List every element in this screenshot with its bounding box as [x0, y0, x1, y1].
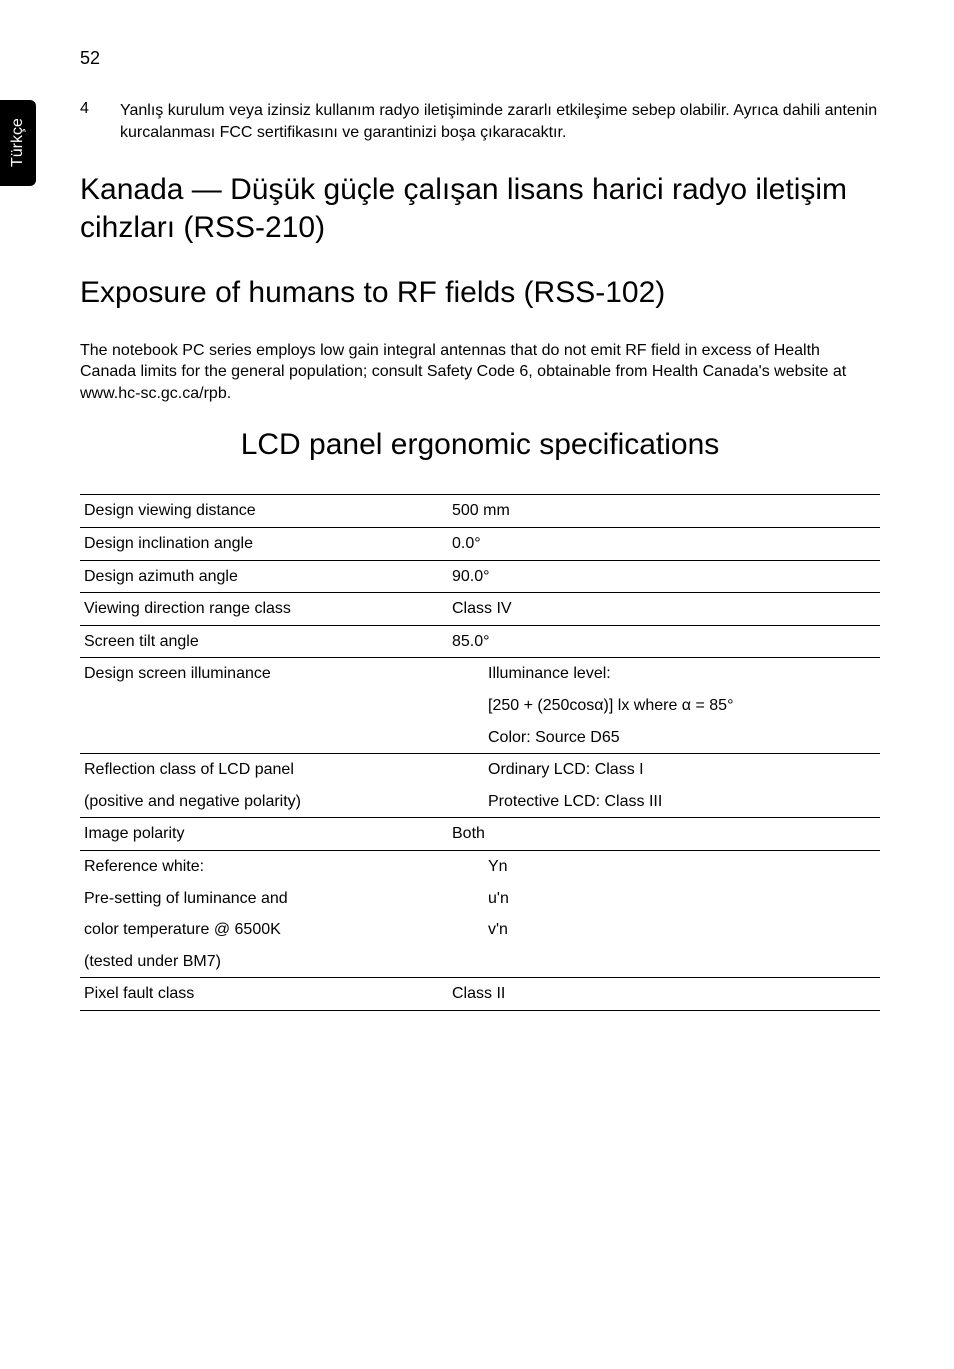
- spec-label: Reflection class of LCD panel: [80, 754, 448, 786]
- spec-value: v'n: [448, 914, 880, 946]
- spec-value: Class II: [448, 978, 880, 1011]
- spec-label: Design viewing distance: [80, 495, 448, 528]
- spec-label: Pre-setting of luminance and: [80, 883, 448, 915]
- table-row: Design viewing distance 500 mm: [80, 495, 880, 528]
- spec-label: Reference white:: [80, 851, 448, 883]
- numbered-list-item: 4 Yanlış kurulum veya izinsiz kullanım r…: [80, 100, 880, 143]
- spec-value: 85.0°: [448, 625, 880, 658]
- spec-value: Class IV: [448, 593, 880, 626]
- table-row: Screen tilt angle 85.0°: [80, 625, 880, 658]
- spec-label: [80, 722, 448, 754]
- list-item-number: 4: [80, 100, 120, 143]
- spec-value: Color: Source D65: [448, 722, 880, 754]
- heading-canada: Kanada — Düşük güçle çalışan lisans hari…: [80, 171, 880, 246]
- table-row: Color: Source D65: [80, 722, 880, 754]
- table-row: Design screen illuminance Illuminance le…: [80, 658, 880, 690]
- spec-label: Pixel fault class: [80, 978, 448, 1011]
- spec-value: 0.0°: [448, 528, 880, 561]
- table-row: Pre-setting of luminance and u'n: [80, 883, 880, 915]
- spec-value: 500 mm: [448, 495, 880, 528]
- spec-label: Screen tilt angle: [80, 625, 448, 658]
- spec-label: [80, 690, 448, 722]
- spec-value: Protective LCD: Class III: [448, 786, 880, 818]
- page-number: 52: [80, 48, 100, 69]
- table-row: Reference white: Yn: [80, 851, 880, 883]
- table-row: Design azimuth angle 90.0°: [80, 560, 880, 593]
- spec-value: Both: [448, 818, 880, 851]
- lcd-spec-table: Design viewing distance 500 mm Design in…: [80, 494, 880, 1011]
- spec-label: Image polarity: [80, 818, 448, 851]
- spec-value: Yn: [448, 851, 880, 883]
- spec-value: [448, 946, 880, 978]
- table-row: (tested under BM7): [80, 946, 880, 978]
- table-row: Reflection class of LCD panel Ordinary L…: [80, 754, 880, 786]
- page-content: 4 Yanlış kurulum veya izinsiz kullanım r…: [80, 100, 880, 1011]
- table-row: Design inclination angle 0.0°: [80, 528, 880, 561]
- table-row: (positive and negative polarity) Protect…: [80, 786, 880, 818]
- spec-label: color temperature @ 6500K: [80, 914, 448, 946]
- spec-value: 90.0°: [448, 560, 880, 593]
- spec-value: u'n: [448, 883, 880, 915]
- table-row: Image polarity Both: [80, 818, 880, 851]
- list-item-text: Yanlış kurulum veya izinsiz kullanım rad…: [120, 100, 880, 143]
- rf-exposure-paragraph: The notebook PC series employs low gain …: [80, 340, 880, 405]
- spec-value: Ordinary LCD: Class I: [448, 754, 880, 786]
- table-row: Viewing direction range class Class IV: [80, 593, 880, 626]
- spec-label: Viewing direction range class: [80, 593, 448, 626]
- spec-label: Design azimuth angle: [80, 560, 448, 593]
- table-row: [250 + (250cosα)] lx where α = 85°: [80, 690, 880, 722]
- heading-lcd-spec: LCD panel ergonomic specifications: [80, 428, 880, 462]
- spec-label: (positive and negative polarity): [80, 786, 448, 818]
- spec-value: [250 + (250cosα)] lx where α = 85°: [448, 690, 880, 722]
- language-side-tab: Türkçe: [0, 100, 36, 186]
- heading-rf-exposure: Exposure of humans to RF fields (RSS-102…: [80, 274, 880, 312]
- table-row: Pixel fault class Class II: [80, 978, 880, 1011]
- spec-label: (tested under BM7): [80, 946, 448, 978]
- spec-value: Illuminance level:: [448, 658, 880, 690]
- spec-label: Design screen illuminance: [80, 658, 448, 690]
- table-row: color temperature @ 6500K v'n: [80, 914, 880, 946]
- spec-label: Design inclination angle: [80, 528, 448, 561]
